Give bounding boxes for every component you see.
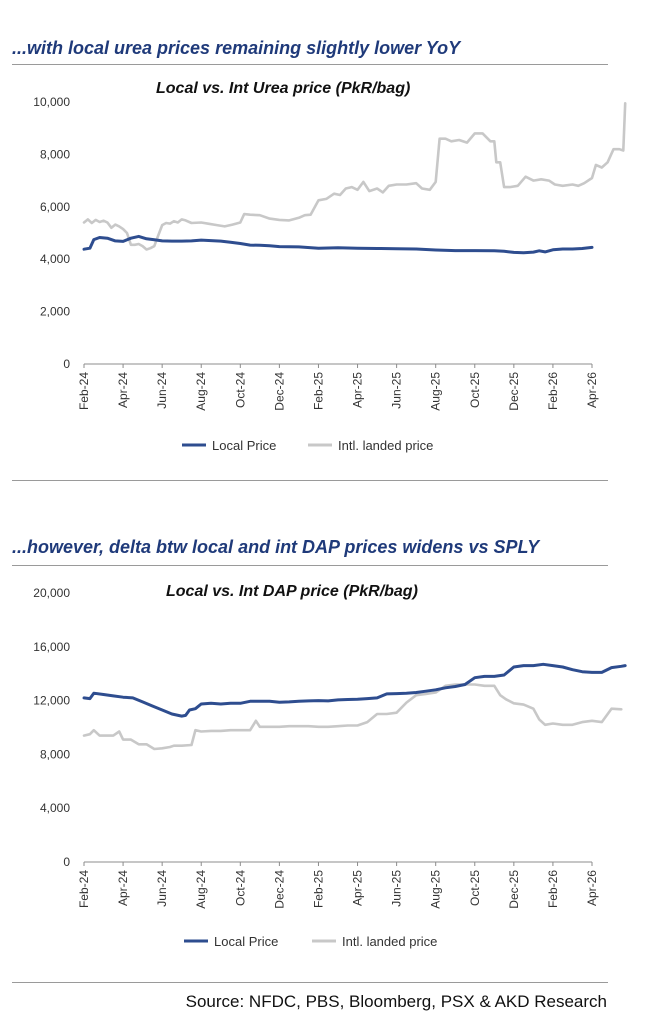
dap-x-tick-label: Oct-25 [468, 870, 482, 906]
dap-y-tick-label: 12,000 [33, 694, 70, 708]
dap-x-tick-label: Feb-24 [77, 870, 91, 908]
urea-x-tick-label: Dec-24 [272, 372, 286, 411]
urea-intl-landed-price-line [82, 102, 627, 251]
dap-x-tick-label: Dec-24 [272, 870, 286, 909]
urea-x-tick-label: Oct-24 [233, 372, 247, 408]
dap-local-price-line [82, 662, 627, 718]
urea-x-tick-label: Jun-25 [390, 372, 404, 409]
dap-section-title: ...however, delta btw local and int DAP … [12, 537, 540, 557]
dap-price-chart: 0 4,000 8,000 12,000 16,000 20,000 Feb-24 Apr-2… [33, 586, 627, 949]
dap-y-tick-label: 0 [63, 855, 70, 869]
urea-x-tick-label: Aug-24 [194, 372, 208, 411]
urea-x-tick-label: Apr-26 [585, 372, 599, 408]
urea-x-tick-label: Dec-25 [507, 372, 521, 411]
urea-legend-local-label: Local Price [212, 438, 276, 453]
dap-x-tick-label: Aug-24 [194, 870, 208, 909]
dap-x-tick-label: Jun-25 [390, 870, 404, 907]
urea-x-tick-label: Feb-25 [311, 372, 325, 410]
urea-y-tick-label: 2,000 [40, 305, 70, 319]
urea-legend-intl-label: Intl. landed price [338, 438, 433, 453]
dap-x-tick-label: Jun-24 [155, 870, 169, 907]
urea-section-title: ...with local urea prices remaining slig… [12, 38, 461, 58]
urea-x-tick-label: Oct-25 [468, 372, 482, 408]
urea-chart-title: Local vs. Int Urea price (PkR/bag) [156, 80, 411, 97]
urea-y-tick-label: 0 [63, 357, 70, 371]
dap-x-tick-label: Apr-25 [351, 870, 365, 906]
urea-local-price-line [82, 234, 594, 255]
dap-legend-intl-label: Intl. landed price [342, 934, 437, 949]
dap-section-rule [12, 565, 608, 566]
dap-y-tick-label: 20,000 [33, 586, 70, 600]
dap-intl-landed-price-line [82, 683, 623, 751]
dap-x-tick-label: Oct-24 [233, 870, 247, 906]
source-rule [12, 982, 608, 983]
urea-y-tick-label: 10,000 [33, 95, 70, 109]
urea-x-tick-label: Feb-26 [546, 372, 560, 410]
urea-x-tick-label: Apr-24 [116, 372, 130, 408]
dap-legend-local-label: Local Price [214, 934, 278, 949]
divider-rule [12, 480, 608, 481]
dap-x-tick-label: Aug-25 [429, 870, 443, 909]
urea-x-tick-label: Aug-25 [429, 372, 443, 411]
dap-y-tick-label: 8,000 [40, 747, 70, 761]
source-note: Source: NFDC, PBS, Bloomberg, PSX & AKD … [185, 992, 607, 1011]
dap-x-tick-label: Apr-26 [585, 870, 599, 906]
dap-x-tick-label: Feb-26 [546, 870, 560, 908]
urea-price-chart: 0 2,000 4,000 6,000 8,000 10,000 Feb-24 Apr-24 J… [33, 95, 627, 453]
dap-x-tick-label: Dec-25 [507, 870, 521, 909]
dap-y-tick-label: 16,000 [33, 640, 70, 654]
urea-section-rule [12, 64, 608, 65]
urea-y-tick-label: 6,000 [40, 200, 70, 214]
dap-x-tick-label: Apr-24 [116, 870, 130, 906]
urea-y-tick-label: 4,000 [40, 252, 70, 266]
urea-y-tick-label: 8,000 [40, 147, 70, 161]
urea-x-tick-label: Apr-25 [351, 372, 365, 408]
urea-x-tick-label: Feb-24 [77, 372, 91, 410]
dap-x-tick-label: Feb-25 [311, 870, 325, 908]
dap-y-tick-label: 4,000 [40, 801, 70, 815]
dap-chart-title: Local vs. Int DAP price (PkR/bag) [166, 583, 418, 600]
urea-x-tick-label: Jun-24 [155, 372, 169, 409]
